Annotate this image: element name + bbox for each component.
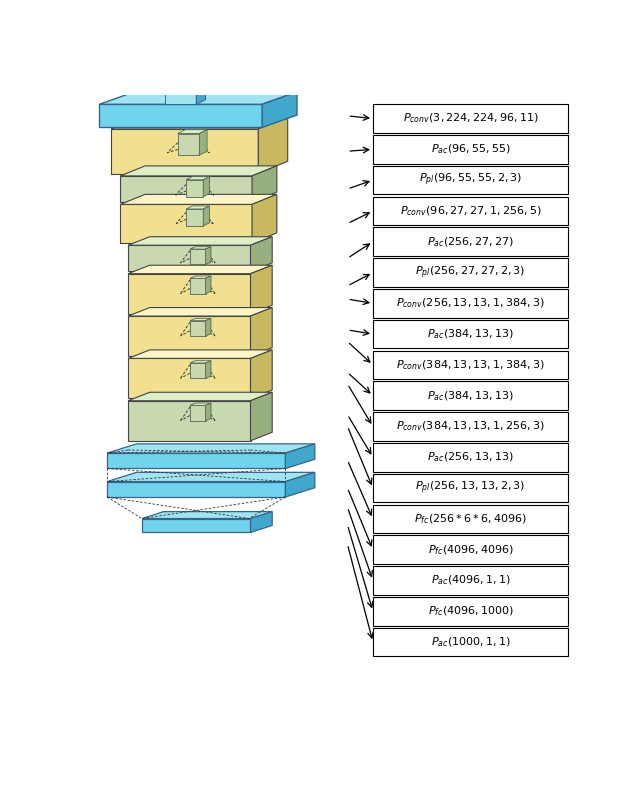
Text: $P_{ac}(1000,1,1)$: $P_{ac}(1000,1,1)$ — [431, 635, 511, 649]
Bar — [373, 535, 568, 564]
Polygon shape — [107, 482, 285, 497]
Polygon shape — [250, 350, 272, 398]
Polygon shape — [186, 209, 204, 226]
Polygon shape — [190, 247, 211, 249]
Polygon shape — [250, 237, 272, 272]
Text: $P_{ac}(4096,1,1)$: $P_{ac}(4096,1,1)$ — [431, 573, 511, 588]
Polygon shape — [190, 278, 205, 294]
Polygon shape — [205, 276, 211, 294]
Polygon shape — [190, 403, 211, 406]
Bar — [373, 505, 568, 533]
Bar — [373, 258, 568, 287]
Text: $P_{conv}(384,13,13,1,384,3)$: $P_{conv}(384,13,13,1,384,3)$ — [396, 358, 545, 371]
Polygon shape — [252, 166, 277, 202]
Bar — [373, 597, 568, 626]
Polygon shape — [190, 318, 211, 321]
Bar — [373, 105, 568, 133]
Polygon shape — [142, 512, 272, 519]
Polygon shape — [186, 180, 204, 196]
Bar — [373, 474, 568, 502]
Text: $P_{pl}(256,13,13,2,3)$: $P_{pl}(256,13,13,2,3)$ — [415, 480, 526, 497]
Bar — [373, 289, 568, 318]
Polygon shape — [204, 177, 209, 196]
Text: $P_{fc}(4096,1000)$: $P_{fc}(4096,1000)$ — [428, 604, 514, 618]
Polygon shape — [128, 274, 250, 314]
Text: $P_{pl}(256,27,27,2,3)$: $P_{pl}(256,27,27,2,3)$ — [415, 265, 526, 280]
Text: $P_{ac}(256,27,27)$: $P_{ac}(256,27,27)$ — [428, 235, 514, 249]
Polygon shape — [178, 134, 199, 155]
Text: $P_{ac}(96,55,55)$: $P_{ac}(96,55,55)$ — [431, 143, 511, 156]
Polygon shape — [178, 130, 207, 134]
Polygon shape — [205, 360, 211, 379]
Polygon shape — [128, 350, 272, 358]
Polygon shape — [99, 105, 262, 128]
Polygon shape — [128, 265, 272, 274]
Polygon shape — [107, 453, 285, 469]
Polygon shape — [128, 307, 272, 316]
Text: $P_{conv}(256,13,13,1,384,3)$: $P_{conv}(256,13,13,1,384,3)$ — [396, 296, 545, 310]
Polygon shape — [128, 246, 250, 272]
Bar — [373, 413, 568, 441]
Polygon shape — [186, 206, 209, 209]
Text: $P_{pl}(96,55,55,2,3)$: $P_{pl}(96,55,55,2,3)$ — [419, 172, 522, 188]
Text: $P_{ac}(384,13,13)$: $P_{ac}(384,13,13)$ — [428, 389, 514, 402]
Polygon shape — [165, 90, 196, 105]
Polygon shape — [190, 249, 205, 265]
Bar — [373, 566, 568, 595]
Polygon shape — [128, 401, 250, 441]
Bar — [373, 443, 568, 471]
Polygon shape — [250, 512, 272, 532]
Polygon shape — [107, 444, 315, 453]
Bar — [373, 382, 568, 410]
Polygon shape — [252, 194, 277, 243]
Text: $P_{conv}(96,27,27,1,256,5)$: $P_{conv}(96,27,27,1,256,5)$ — [400, 204, 541, 218]
Polygon shape — [250, 392, 272, 441]
Text: $P_{conv}(3,224,224,96,11)$: $P_{conv}(3,224,224,96,11)$ — [403, 112, 539, 125]
Text: $P_{fc}(4096,4096)$: $P_{fc}(4096,4096)$ — [428, 543, 514, 557]
Polygon shape — [205, 403, 211, 421]
Polygon shape — [259, 116, 288, 173]
Polygon shape — [190, 276, 211, 278]
Polygon shape — [128, 358, 250, 398]
Bar — [373, 135, 568, 164]
Polygon shape — [128, 392, 272, 401]
Polygon shape — [250, 265, 272, 314]
Polygon shape — [128, 237, 272, 246]
Polygon shape — [285, 444, 315, 469]
Polygon shape — [190, 406, 205, 421]
Bar — [373, 227, 568, 256]
Polygon shape — [165, 86, 205, 90]
Bar — [373, 628, 568, 657]
Polygon shape — [142, 519, 250, 532]
Polygon shape — [128, 316, 250, 356]
Bar — [373, 320, 568, 348]
Polygon shape — [186, 177, 209, 180]
Polygon shape — [285, 472, 315, 497]
Polygon shape — [250, 307, 272, 356]
Polygon shape — [107, 472, 315, 482]
Polygon shape — [190, 363, 205, 379]
Polygon shape — [204, 206, 209, 226]
Polygon shape — [199, 130, 207, 155]
Polygon shape — [205, 318, 211, 336]
Bar — [373, 196, 568, 225]
Polygon shape — [190, 321, 205, 336]
Polygon shape — [120, 166, 277, 176]
Bar — [373, 351, 568, 379]
Polygon shape — [190, 360, 211, 363]
Polygon shape — [196, 86, 205, 105]
Text: $P_{conv}(384,13,13,1,256,3)$: $P_{conv}(384,13,13,1,256,3)$ — [396, 420, 545, 433]
Polygon shape — [120, 204, 252, 243]
Polygon shape — [262, 92, 297, 128]
Polygon shape — [205, 247, 211, 265]
Text: $P_{ac}(256,13,13)$: $P_{ac}(256,13,13)$ — [428, 451, 514, 464]
Text: $P_{ac}(384,13,13)$: $P_{ac}(384,13,13)$ — [428, 327, 514, 341]
Polygon shape — [120, 176, 252, 202]
Polygon shape — [99, 92, 297, 105]
Polygon shape — [111, 129, 259, 173]
Text: $P_{fc}(256*6*6,4096)$: $P_{fc}(256*6*6,4096)$ — [414, 512, 527, 526]
Bar — [373, 166, 568, 194]
Polygon shape — [111, 116, 288, 129]
Polygon shape — [120, 194, 277, 204]
